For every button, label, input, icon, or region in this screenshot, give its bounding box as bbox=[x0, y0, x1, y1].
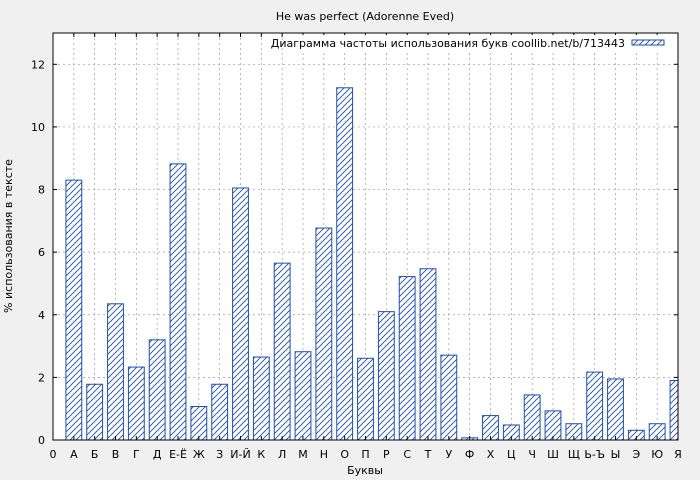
x-tick-labels: 0 А Б В Г Д Е-Ё Ж З И-Й К Л М Н О П Р С Т У Ф Х Ц Ч Ш Щ Ь-Ъ Ы Э Ю Я bbox=[50, 448, 682, 461]
x-tick-label: Ы bbox=[611, 448, 621, 461]
x-tick-label: П bbox=[361, 448, 369, 461]
legend: Диаграмма частоты использования букв coo… bbox=[271, 35, 674, 51]
bar bbox=[148, 339, 166, 441]
y-tick-label: 2 bbox=[38, 371, 45, 384]
bar bbox=[107, 303, 124, 441]
x-tick-label: Л bbox=[278, 448, 286, 461]
x-tick-label: С bbox=[403, 448, 411, 461]
x-tick-label: З bbox=[216, 448, 223, 461]
x-tick-label: Э bbox=[632, 448, 640, 461]
bar bbox=[127, 366, 145, 441]
x-tick-label: Р bbox=[383, 448, 390, 461]
legend-label: Диаграмма частоты использования букв coo… bbox=[271, 37, 625, 50]
x-tick-label: Д bbox=[153, 448, 162, 461]
x-tick-label: Ф bbox=[465, 448, 474, 461]
bar bbox=[86, 383, 104, 441]
bar bbox=[377, 311, 395, 441]
y-tick-label: 12 bbox=[31, 58, 45, 71]
bar bbox=[419, 268, 437, 441]
bar bbox=[607, 378, 624, 441]
bar bbox=[586, 371, 604, 441]
x-tick-label: К bbox=[257, 448, 265, 461]
x-tick-label: И-Й bbox=[230, 448, 250, 461]
x-tick-label: Я bbox=[674, 448, 682, 461]
x-tick-label: Ш bbox=[547, 448, 559, 461]
x-tick-label: Ц bbox=[507, 448, 516, 461]
x-tick-label: Н bbox=[320, 448, 328, 461]
y-tick-labels: 0 2 4 6 8 10 12 bbox=[31, 58, 45, 447]
y-tick-label: 6 bbox=[38, 246, 45, 259]
bar bbox=[544, 410, 562, 441]
x-tick-label: Г bbox=[133, 448, 140, 461]
bar bbox=[169, 163, 187, 441]
x-tick-label: Ь-Ъ bbox=[584, 448, 605, 461]
bar bbox=[65, 179, 83, 441]
x-tick-label: А bbox=[70, 448, 78, 461]
bar bbox=[669, 380, 679, 441]
y-tick-label: 8 bbox=[38, 184, 45, 197]
bar bbox=[398, 276, 416, 441]
legend-background bbox=[284, 35, 674, 51]
x-origin-label: 0 bbox=[50, 448, 57, 461]
x-tick-label: Б bbox=[91, 448, 99, 461]
bar bbox=[294, 351, 312, 441]
x-tick-label: Ю bbox=[651, 448, 663, 461]
bar bbox=[523, 394, 541, 441]
y-tick-label: 0 bbox=[38, 434, 45, 447]
y-tick-label: 10 bbox=[31, 121, 45, 134]
bar bbox=[252, 356, 270, 441]
bar bbox=[440, 354, 458, 441]
x-tick-label: Щ bbox=[568, 448, 580, 461]
bar bbox=[273, 262, 291, 441]
bar bbox=[336, 87, 354, 441]
x-tick-label: Ч bbox=[528, 448, 536, 461]
x-tick-label: Т bbox=[424, 448, 432, 461]
x-tick-label: В bbox=[112, 448, 120, 461]
x-tick-label: Ж bbox=[193, 448, 205, 461]
y-tick-label: 4 bbox=[38, 309, 45, 322]
bar bbox=[357, 357, 374, 441]
chart-title: He was perfect (Adorenne Eved) bbox=[276, 10, 454, 23]
x-tick-label: О bbox=[340, 448, 349, 461]
x-tick-label: М bbox=[298, 448, 308, 461]
y-axis-title: % использования в тексте bbox=[2, 159, 15, 313]
bar bbox=[232, 187, 249, 441]
grid-lines bbox=[53, 33, 678, 440]
x-tick-label: У bbox=[445, 448, 452, 461]
x-tick-label: Х bbox=[487, 448, 495, 461]
x-axis-title: Буквы bbox=[347, 464, 383, 477]
bar bbox=[211, 383, 229, 441]
legend-swatch bbox=[631, 39, 665, 46]
bar bbox=[315, 227, 333, 441]
x-tick-label: Е-Ё bbox=[169, 448, 187, 461]
bar bbox=[190, 406, 208, 441]
